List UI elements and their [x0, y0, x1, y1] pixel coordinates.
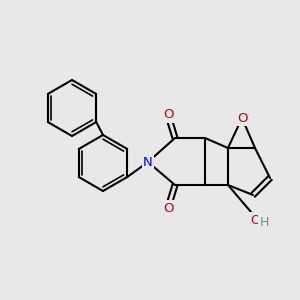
- Text: O: O: [237, 112, 247, 124]
- Text: O: O: [163, 109, 173, 122]
- Text: O: O: [163, 202, 173, 214]
- Text: O: O: [250, 214, 260, 226]
- Text: N: N: [143, 155, 153, 169]
- Text: H: H: [259, 217, 269, 230]
